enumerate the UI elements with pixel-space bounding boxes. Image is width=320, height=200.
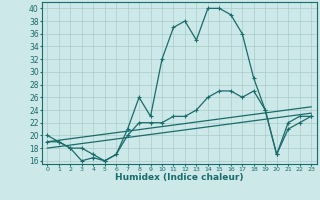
X-axis label: Humidex (Indice chaleur): Humidex (Indice chaleur) — [115, 173, 244, 182]
